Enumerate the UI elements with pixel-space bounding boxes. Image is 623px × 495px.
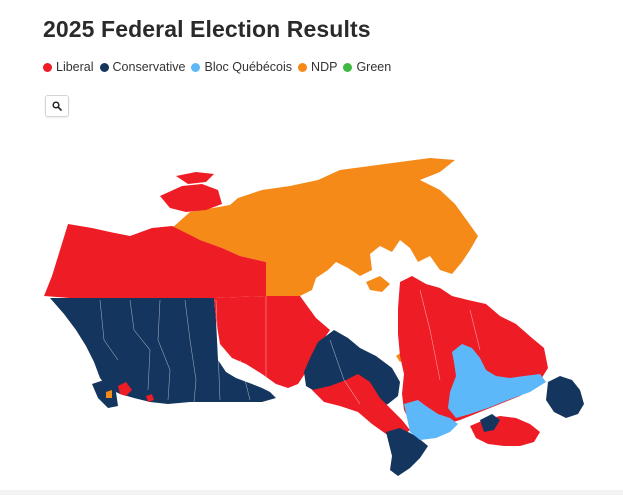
page-title: 2025 Federal Election Results [43,16,371,42]
manitoba-liberal[interactable] [214,296,330,388]
legend-label-liberal: Liberal [56,60,94,74]
ontario-liberal[interactable] [312,374,410,438]
bloc-north-shore[interactable] [448,344,546,418]
legend-item-green[interactable]: Green [343,60,391,74]
bottom-bar [0,490,623,495]
legend-item-conservative[interactable]: Conservative [99,60,186,74]
party-legend: Liberal Conservative Bloc Québécois NDP … [43,60,391,74]
liberal-swatch [43,62,52,72]
yukon-nwt[interactable] [44,224,266,298]
vancouver-liberal[interactable] [118,382,132,396]
legend-label-ndp: NDP [311,60,338,74]
legend-item-ndp[interactable]: NDP [298,60,337,74]
search-button[interactable] [45,95,69,117]
vancouver-island[interactable] [92,380,118,408]
conservative-swatch [99,62,109,72]
legend-label-conservative: Conservative [112,60,186,74]
green-swatch [343,62,353,72]
bloc-south[interactable] [404,400,458,440]
labrador-conservative[interactable] [480,414,500,432]
bloc-ridings[interactable] [404,344,546,440]
ndp-swatch [298,62,308,72]
vancouver-ndp[interactable] [106,390,112,398]
newfoundland-conservative[interactable] [546,376,584,418]
legend-label-bloc: Bloc Québécois [204,60,293,74]
hudson-island-south[interactable] [366,276,390,292]
bc-coast[interactable] [92,380,154,408]
search-icon [52,101,62,111]
victoria-island-north[interactable] [176,172,214,184]
baffin-island[interactable] [380,186,462,244]
arctic-liberal[interactable] [160,172,222,212]
interior-liberal[interactable] [146,394,154,402]
riding-borders [99,289,481,405]
ontario-south-conservative[interactable] [386,428,428,476]
legend-item-bloc[interactable]: Bloc Québécois [191,60,292,74]
banks-island[interactable] [160,184,222,212]
bloc-swatch [191,62,201,72]
west-conservative[interactable] [50,298,276,404]
legend-label-green: Green [356,60,392,74]
legend-item-liberal[interactable]: Liberal [43,60,94,74]
